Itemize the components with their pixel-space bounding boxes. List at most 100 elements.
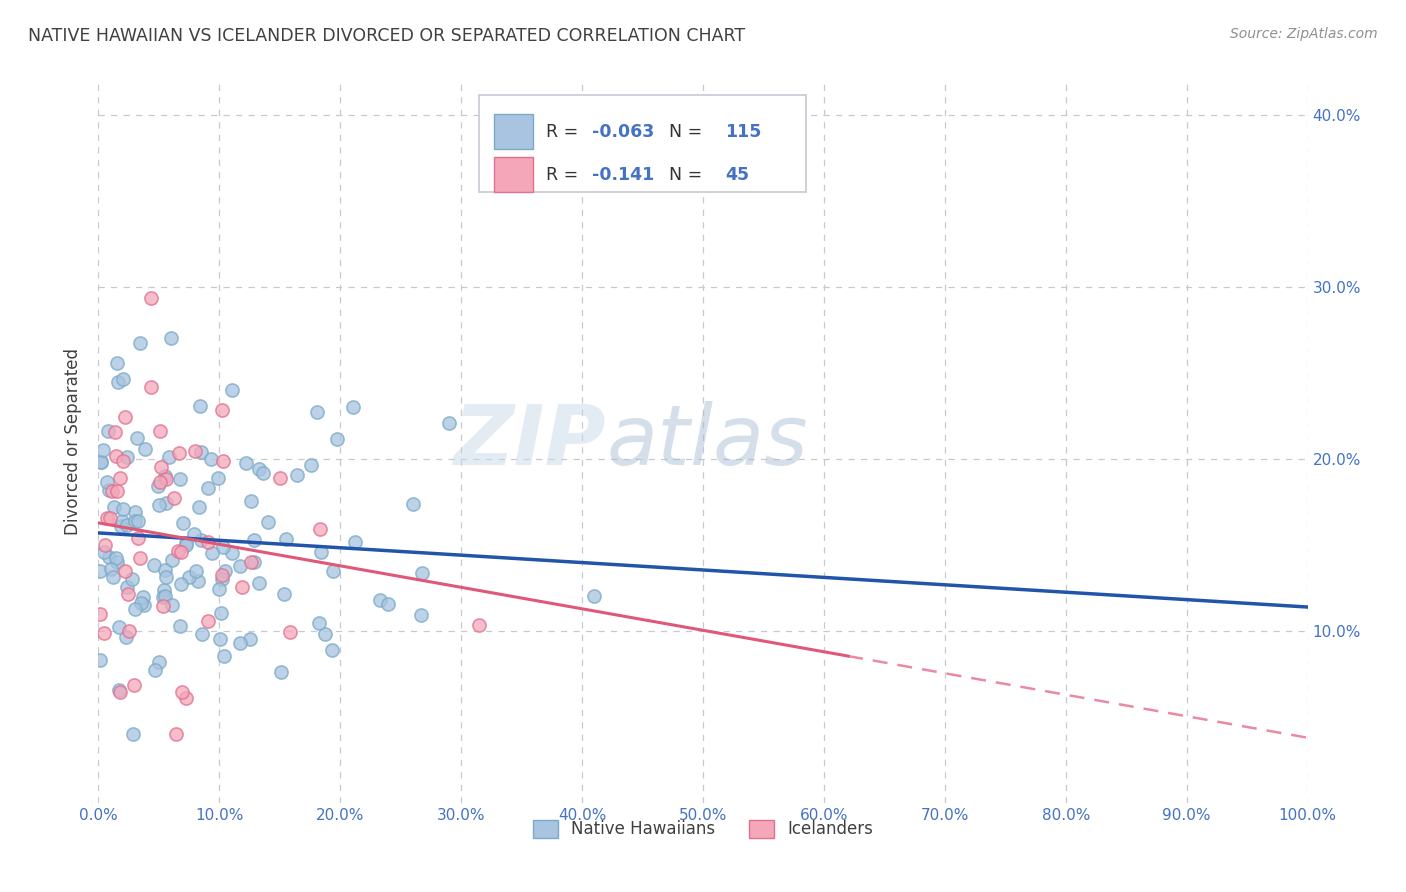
Point bbox=[190, 533, 212, 547]
Point bbox=[229, 558, 252, 573]
Point bbox=[110, 519, 132, 533]
Point bbox=[247, 462, 270, 476]
Point bbox=[167, 543, 190, 558]
Point bbox=[211, 403, 233, 417]
Point bbox=[149, 424, 172, 438]
Point bbox=[322, 564, 344, 578]
Point bbox=[155, 472, 177, 486]
Point bbox=[153, 562, 176, 576]
Point bbox=[270, 665, 292, 680]
Point bbox=[143, 663, 166, 677]
FancyBboxPatch shape bbox=[479, 95, 806, 193]
Point bbox=[183, 526, 205, 541]
Point bbox=[308, 615, 330, 630]
Point bbox=[197, 615, 219, 629]
Legend: Native Hawaiians, Icelanders: Native Hawaiians, Icelanders bbox=[526, 813, 880, 845]
Point bbox=[174, 538, 197, 552]
Point bbox=[411, 608, 433, 623]
Point bbox=[211, 453, 233, 467]
Point bbox=[240, 555, 263, 569]
Point bbox=[111, 514, 134, 528]
Point bbox=[150, 460, 173, 475]
Point bbox=[208, 632, 231, 646]
Text: 45: 45 bbox=[724, 166, 749, 184]
Point bbox=[129, 336, 152, 351]
Point bbox=[200, 546, 222, 560]
Point bbox=[96, 475, 118, 489]
Point bbox=[377, 597, 399, 611]
Point bbox=[273, 587, 295, 601]
Point bbox=[101, 484, 124, 499]
Point bbox=[148, 498, 170, 512]
Point bbox=[197, 535, 219, 549]
Point bbox=[163, 491, 186, 505]
Point bbox=[256, 515, 278, 529]
Point bbox=[221, 384, 243, 398]
Point bbox=[169, 472, 191, 486]
Point bbox=[309, 522, 332, 536]
Point bbox=[105, 550, 128, 565]
Point bbox=[89, 607, 111, 621]
Point bbox=[121, 572, 143, 586]
Point bbox=[90, 455, 112, 469]
Point bbox=[122, 678, 145, 692]
Point bbox=[155, 570, 177, 584]
Point bbox=[214, 564, 236, 578]
Point bbox=[321, 643, 343, 657]
Point bbox=[468, 618, 491, 632]
Point bbox=[93, 625, 115, 640]
Point bbox=[239, 632, 262, 646]
Point bbox=[411, 566, 433, 581]
Point bbox=[89, 652, 111, 666]
Point bbox=[114, 631, 136, 645]
Point bbox=[169, 618, 191, 632]
Point bbox=[152, 599, 174, 613]
Point bbox=[103, 500, 125, 515]
Point bbox=[112, 502, 135, 516]
Point bbox=[235, 456, 257, 470]
Point bbox=[155, 496, 177, 510]
Point bbox=[276, 532, 298, 546]
Point bbox=[117, 587, 139, 601]
Point bbox=[252, 466, 274, 480]
Point bbox=[211, 540, 233, 554]
Point bbox=[342, 400, 364, 414]
Point bbox=[129, 596, 152, 610]
Point bbox=[148, 656, 170, 670]
Point bbox=[159, 331, 181, 345]
Text: -0.141: -0.141 bbox=[592, 166, 654, 184]
Point bbox=[114, 564, 136, 578]
Point bbox=[134, 442, 156, 457]
FancyBboxPatch shape bbox=[494, 157, 533, 192]
Point bbox=[90, 455, 112, 469]
Point bbox=[152, 590, 174, 604]
Point bbox=[105, 555, 128, 569]
Point bbox=[98, 483, 121, 498]
Point bbox=[153, 582, 176, 597]
Point bbox=[127, 531, 149, 545]
Point bbox=[582, 589, 605, 603]
Point bbox=[96, 510, 118, 524]
Point bbox=[139, 291, 162, 305]
Point bbox=[108, 685, 131, 699]
Point bbox=[207, 582, 229, 596]
Text: atlas: atlas bbox=[606, 401, 808, 482]
Point bbox=[160, 598, 183, 612]
Point bbox=[165, 727, 187, 741]
Text: R =: R = bbox=[546, 166, 589, 184]
Point bbox=[305, 405, 328, 419]
Point bbox=[124, 601, 146, 615]
Point bbox=[117, 518, 139, 533]
Point bbox=[207, 471, 229, 485]
Point bbox=[170, 684, 193, 698]
Point bbox=[91, 442, 114, 457]
Point bbox=[98, 550, 121, 565]
Point bbox=[103, 569, 125, 583]
Point bbox=[112, 453, 135, 467]
Point bbox=[170, 576, 193, 591]
Point bbox=[105, 356, 128, 370]
Point bbox=[167, 446, 190, 460]
Point bbox=[115, 580, 138, 594]
Point bbox=[239, 493, 262, 508]
Point bbox=[174, 691, 197, 706]
